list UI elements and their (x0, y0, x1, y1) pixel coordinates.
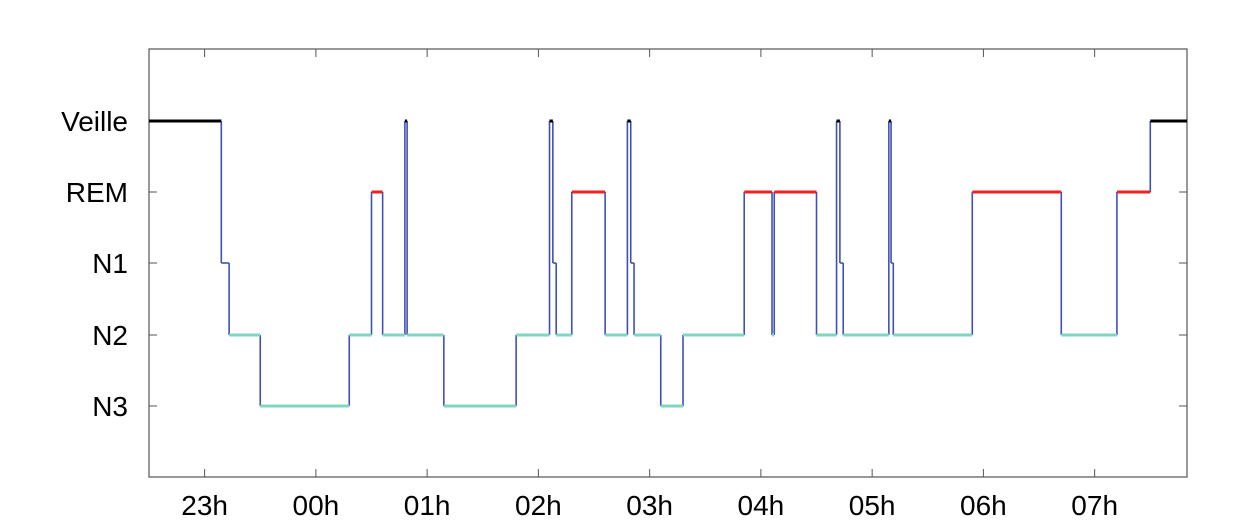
x-tick-label-02h: 02h (515, 490, 562, 521)
x-tick-label-23h: 23h (181, 490, 228, 521)
hypnogram-series (149, 119, 1187, 408)
plot-frame (148, 48, 1188, 478)
tick-labels: Veille REM N1 N2 N3 23h 00h 01h 02h 03h 04h 05h 06h 0… (61, 106, 1118, 521)
x-tick-label-04h: 04h (738, 490, 785, 521)
x-tick-label-03h: 03h (626, 490, 673, 521)
y-tick-label-n1: N1 (92, 248, 128, 279)
axes (148, 48, 1188, 478)
y-tick-label-rem: REM (66, 177, 128, 208)
x-tick-label-05h: 05h (849, 490, 896, 521)
y-tick-label-n2: N2 (92, 320, 128, 351)
x-tick-label-01h: 01h (404, 490, 451, 521)
y-tick-label-n3: N3 (92, 391, 128, 422)
x-tick-label-00h: 00h (293, 490, 340, 521)
x-tick-label-07h: 07h (1071, 490, 1118, 521)
y-tick-label-veille: Veille (61, 106, 128, 137)
x-tick-label-06h: 06h (960, 490, 1007, 521)
